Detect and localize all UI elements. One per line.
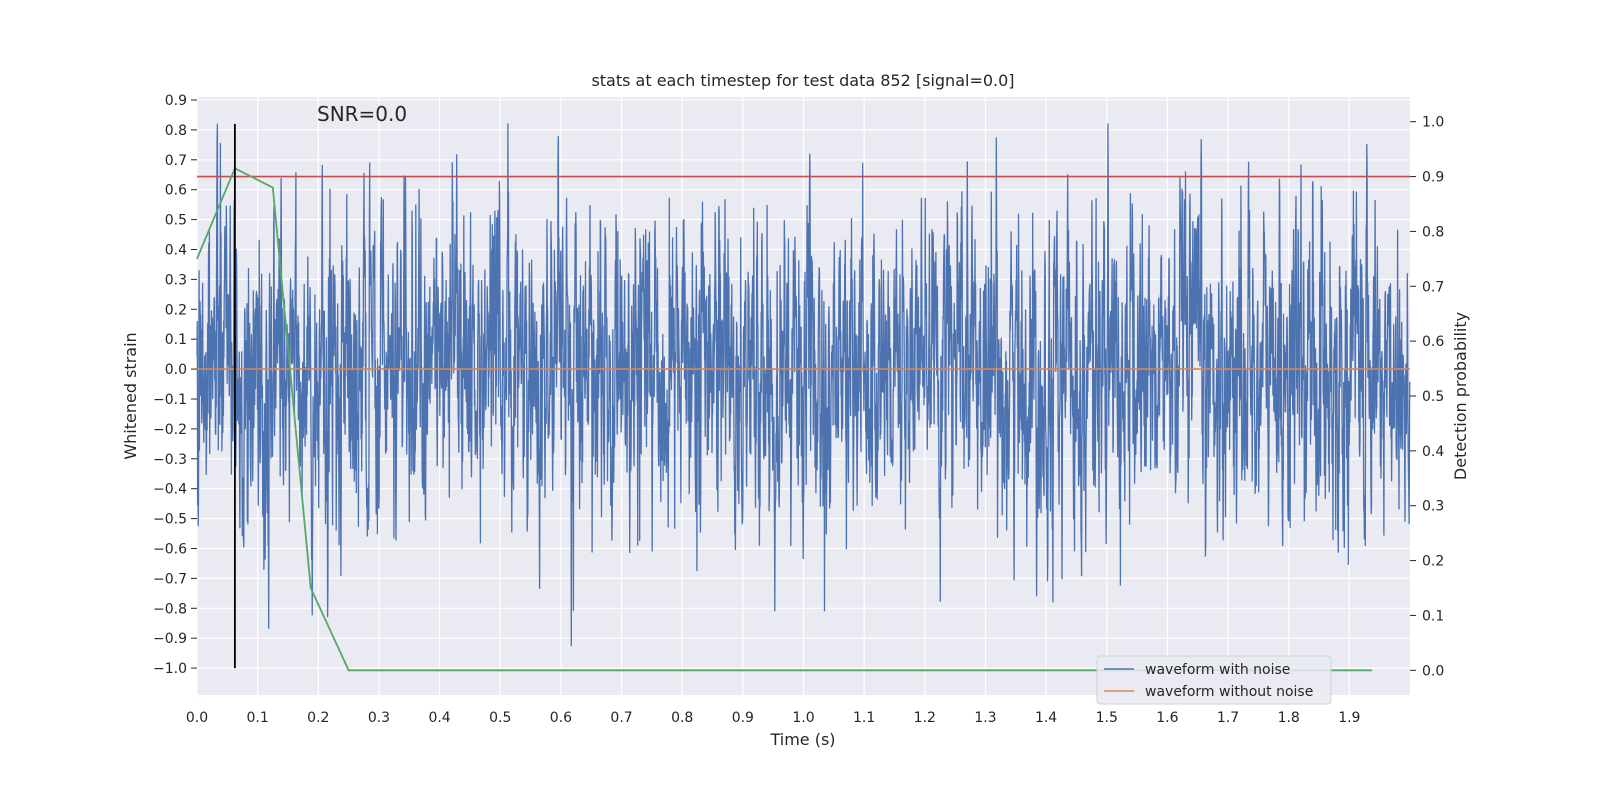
legend-label-clean: waveform without noise (1145, 684, 1313, 700)
y-tick-label: 0.5 (165, 213, 187, 229)
x-tick-label: 1.2 (914, 710, 936, 726)
y-tick-label: −0.3 (153, 452, 187, 468)
y-tick-label: 0.0 (165, 362, 187, 378)
y2-tick-label: 0.3 (1422, 499, 1444, 515)
y-tick-label: −0.4 (153, 482, 187, 498)
x-tick-label: 0.0 (186, 710, 208, 726)
y-axis-right: 1.0 0.9 0.8 0.7 0.6 0.5 0.4 0.3 0.2 0.1 0.0 (1410, 115, 1444, 679)
chart-title: stats at each timestep for test data 852… (591, 71, 1014, 90)
y-tick-label: −1.0 (153, 661, 187, 677)
legend-box (1096, 655, 1332, 705)
y-tick-label: 0.6 (165, 183, 187, 199)
x-tick-label: 0.5 (489, 710, 511, 726)
y-tick-label: 0.1 (165, 332, 187, 348)
snr-annotation: SNR=0.0 (317, 102, 407, 126)
y2-tick-label: 0.8 (1422, 224, 1444, 240)
y-tick-label: 0.7 (165, 153, 187, 169)
legend-label-noise: waveform with noise (1145, 662, 1290, 678)
y-tick-label: −0.2 (153, 422, 187, 438)
y-tick-label: 0.3 (165, 272, 187, 288)
y-tick-label: −0.1 (153, 392, 187, 408)
y2-tick-label: 0.6 (1422, 334, 1444, 350)
x-tick-label: 0.3 (368, 710, 390, 726)
y2-tick-label: 0.1 (1422, 608, 1444, 624)
y2-tick-label: 0.4 (1422, 444, 1444, 460)
y-tick-label: −0.9 (153, 631, 187, 647)
y-tick-label: 0.4 (165, 242, 187, 258)
y-tick-label: 0.2 (165, 302, 187, 318)
x-tick-label: 0.2 (307, 710, 329, 726)
y2-tick-label: 0.7 (1422, 279, 1444, 295)
x-axis: 0.0 0.1 0.2 0.3 0.4 0.5 0.6 0.7 0.8 0.9 1.0 1.1 1.2 1… (186, 710, 1361, 726)
x-tick-label: 0.7 (610, 710, 632, 726)
y2-axis-label: Detection probability (1451, 312, 1470, 480)
x-tick-label: 0.6 (550, 710, 572, 726)
y2-tick-label: 1.0 (1422, 115, 1444, 131)
x-tick-label: 1.9 (1338, 710, 1360, 726)
y2-tick-label: 0.9 (1422, 170, 1444, 186)
y-axis-left: 0.9 0.8 0.7 0.6 0.5 0.4 0.3 0.2 0.1 0.0 −0.1 −0.2 −0… (153, 93, 197, 677)
y-tick-label: 0.8 (165, 123, 187, 139)
x-tick-label: 1.1 (853, 710, 875, 726)
y2-tick-label: 0.5 (1422, 389, 1444, 405)
x-tick-label: 1.6 (1156, 710, 1178, 726)
x-tick-label: 1.5 (1096, 710, 1118, 726)
x-tick-label: 0.8 (671, 710, 693, 726)
y-tick-label: −0.5 (153, 512, 187, 528)
x-tick-label: 0.9 (732, 710, 754, 726)
x-axis-label: Time (s) (769, 730, 835, 749)
x-tick-label: 0.1 (247, 710, 269, 726)
y-tick-label: −0.7 (153, 571, 187, 587)
x-tick-label: 1.0 (792, 710, 814, 726)
x-tick-label: 1.8 (1278, 710, 1300, 726)
legend: waveform with noise waveform without noi… (1096, 655, 1332, 705)
y-tick-label: −0.6 (153, 541, 187, 557)
x-tick-label: 1.7 (1217, 710, 1239, 726)
x-tick-label: 1.3 (974, 710, 996, 726)
y2-tick-label: 0.0 (1422, 663, 1444, 679)
x-tick-label: 0.4 (428, 710, 450, 726)
y2-tick-label: 0.2 (1422, 554, 1444, 570)
x-tick-label: 1.4 (1035, 710, 1057, 726)
y-tick-label: −0.8 (153, 601, 187, 617)
y-axis-label: Whitened strain (121, 332, 140, 459)
y-tick-label: 0.9 (165, 93, 187, 109)
series-waveform-with-noise (196, 123, 1411, 647)
